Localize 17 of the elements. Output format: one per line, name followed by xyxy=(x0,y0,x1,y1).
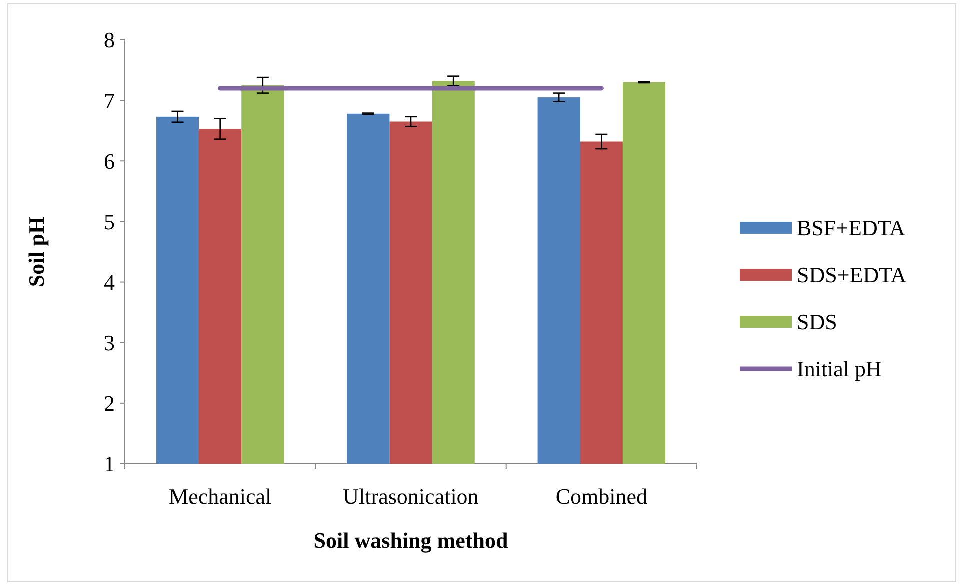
y-tick-label: 3 xyxy=(104,330,115,356)
y-tick-label: 6 xyxy=(104,148,115,174)
legend-label: SDS+EDTA xyxy=(797,262,907,288)
x-tick-label: Mechanical xyxy=(169,484,272,509)
x-tick-label: Combined xyxy=(556,484,648,509)
y-tick-label: 1 xyxy=(104,452,115,477)
legend-label: BSF+EDTA xyxy=(797,216,906,241)
x-axis-title: Soil washing method xyxy=(314,528,508,553)
y-tick-label: 7 xyxy=(104,88,115,114)
y-tick-label: 2 xyxy=(104,391,115,416)
y-axis-title: Soil pH xyxy=(24,216,49,288)
x-tick-label: Ultrasonication xyxy=(343,484,479,509)
y-tick-label: 5 xyxy=(104,209,115,234)
y-tick-label: 4 xyxy=(104,270,115,295)
legend-label: Initial pH xyxy=(797,356,882,382)
legend-label: SDS xyxy=(797,310,838,335)
y-tick-label: 8 xyxy=(104,28,115,53)
